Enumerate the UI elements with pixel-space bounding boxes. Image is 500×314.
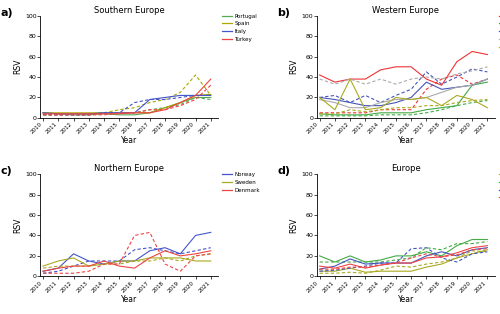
Legend: UK, Ireland, France, Germany, Netherlands: UK, Ireland, France, Germany, Netherland… bbox=[498, 14, 500, 50]
Title: Northern Europe: Northern Europe bbox=[94, 164, 164, 173]
Text: d): d) bbox=[278, 166, 290, 176]
X-axis label: Year: Year bbox=[398, 295, 414, 304]
X-axis label: Year: Year bbox=[121, 136, 138, 145]
Y-axis label: RSV: RSV bbox=[13, 59, 22, 74]
Title: Southern Europe: Southern Europe bbox=[94, 6, 164, 15]
Legend: Portugal, Spain, Italy, Turkey: Portugal, Spain, Italy, Turkey bbox=[222, 14, 257, 42]
X-axis label: Year: Year bbox=[121, 295, 138, 304]
Y-axis label: RSV: RSV bbox=[290, 59, 298, 74]
Text: b): b) bbox=[278, 8, 290, 18]
Y-axis label: RSV: RSV bbox=[13, 218, 22, 233]
Title: Europe: Europe bbox=[391, 164, 420, 173]
Y-axis label: RSV: RSV bbox=[290, 218, 298, 233]
Title: Western Europe: Western Europe bbox=[372, 6, 440, 15]
X-axis label: Year: Year bbox=[398, 136, 414, 145]
Text: c): c) bbox=[0, 166, 12, 176]
Legend: Norway, Sweden, Denmark: Norway, Sweden, Denmark bbox=[222, 172, 260, 192]
Legend: Southern Europe, Western Europe, Northern Europe, Mean (All regions): Southern Europe, Western Europe, Norther… bbox=[498, 172, 500, 200]
Text: a): a) bbox=[0, 8, 14, 18]
